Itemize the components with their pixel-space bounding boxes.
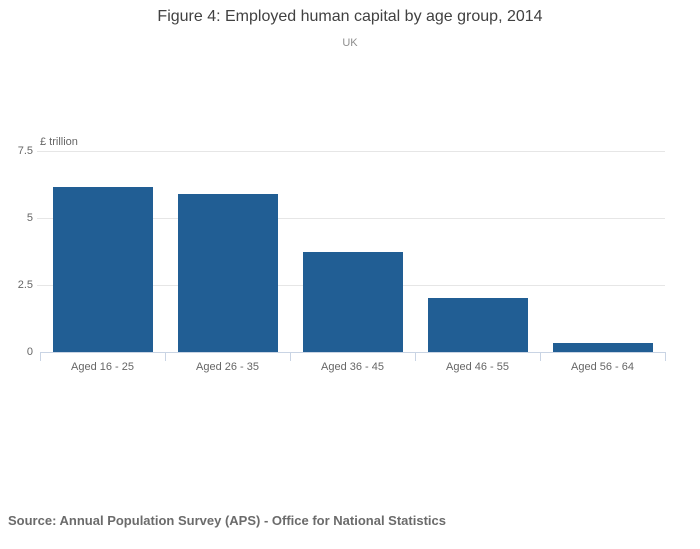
y-tick-label-2.5: 2.5 <box>17 279 33 291</box>
bar-aged-56-64[interactable] <box>552 343 653 352</box>
bar-aged-16-25[interactable] <box>52 187 153 352</box>
bar-aged-26-35[interactable] <box>177 194 278 352</box>
x-axis-tick-mark <box>165 352 166 361</box>
x-tick-label-aged-26-35: Aged 26 - 35 <box>196 361 259 373</box>
bar-aged-36-45[interactable] <box>302 252 403 352</box>
source-note: Source: Annual Population Survey (APS) -… <box>8 513 446 528</box>
plot-area: £ trillion 0 2.5 5 7.5 Aged 16 - 25 Aged 26 … <box>17 136 666 373</box>
y-tick-label-0: 0 <box>26 346 33 358</box>
x-tick-label-aged-46-55: Aged 46 - 55 <box>446 361 509 373</box>
chart-subtitle: UK <box>342 37 358 49</box>
x-axis-tick-mark <box>40 352 41 361</box>
bar-aged-46-55[interactable] <box>427 298 528 352</box>
x-tick-label-aged-56-64: Aged 56 - 64 <box>571 361 634 373</box>
x-axis-tick-mark <box>290 352 291 361</box>
chart-title: Figure 4: Employed human capital by age … <box>157 8 543 25</box>
y-tick-label-7.5: 7.5 <box>17 145 33 157</box>
x-tick-label-aged-16-25: Aged 16 - 25 <box>71 361 134 373</box>
y-tick-label-5: 5 <box>26 212 33 224</box>
x-axis-tick-mark <box>665 352 666 361</box>
x-axis-line <box>40 352 666 353</box>
x-tick-label-aged-36-45: Aged 36 - 45 <box>321 361 384 373</box>
gridline-5 <box>37 218 665 219</box>
gridline-7.5 <box>37 151 665 152</box>
y-axis-unit-label: £ trillion <box>40 136 78 148</box>
x-axis-tick-mark <box>415 352 416 361</box>
x-axis-tick-mark <box>540 352 541 361</box>
